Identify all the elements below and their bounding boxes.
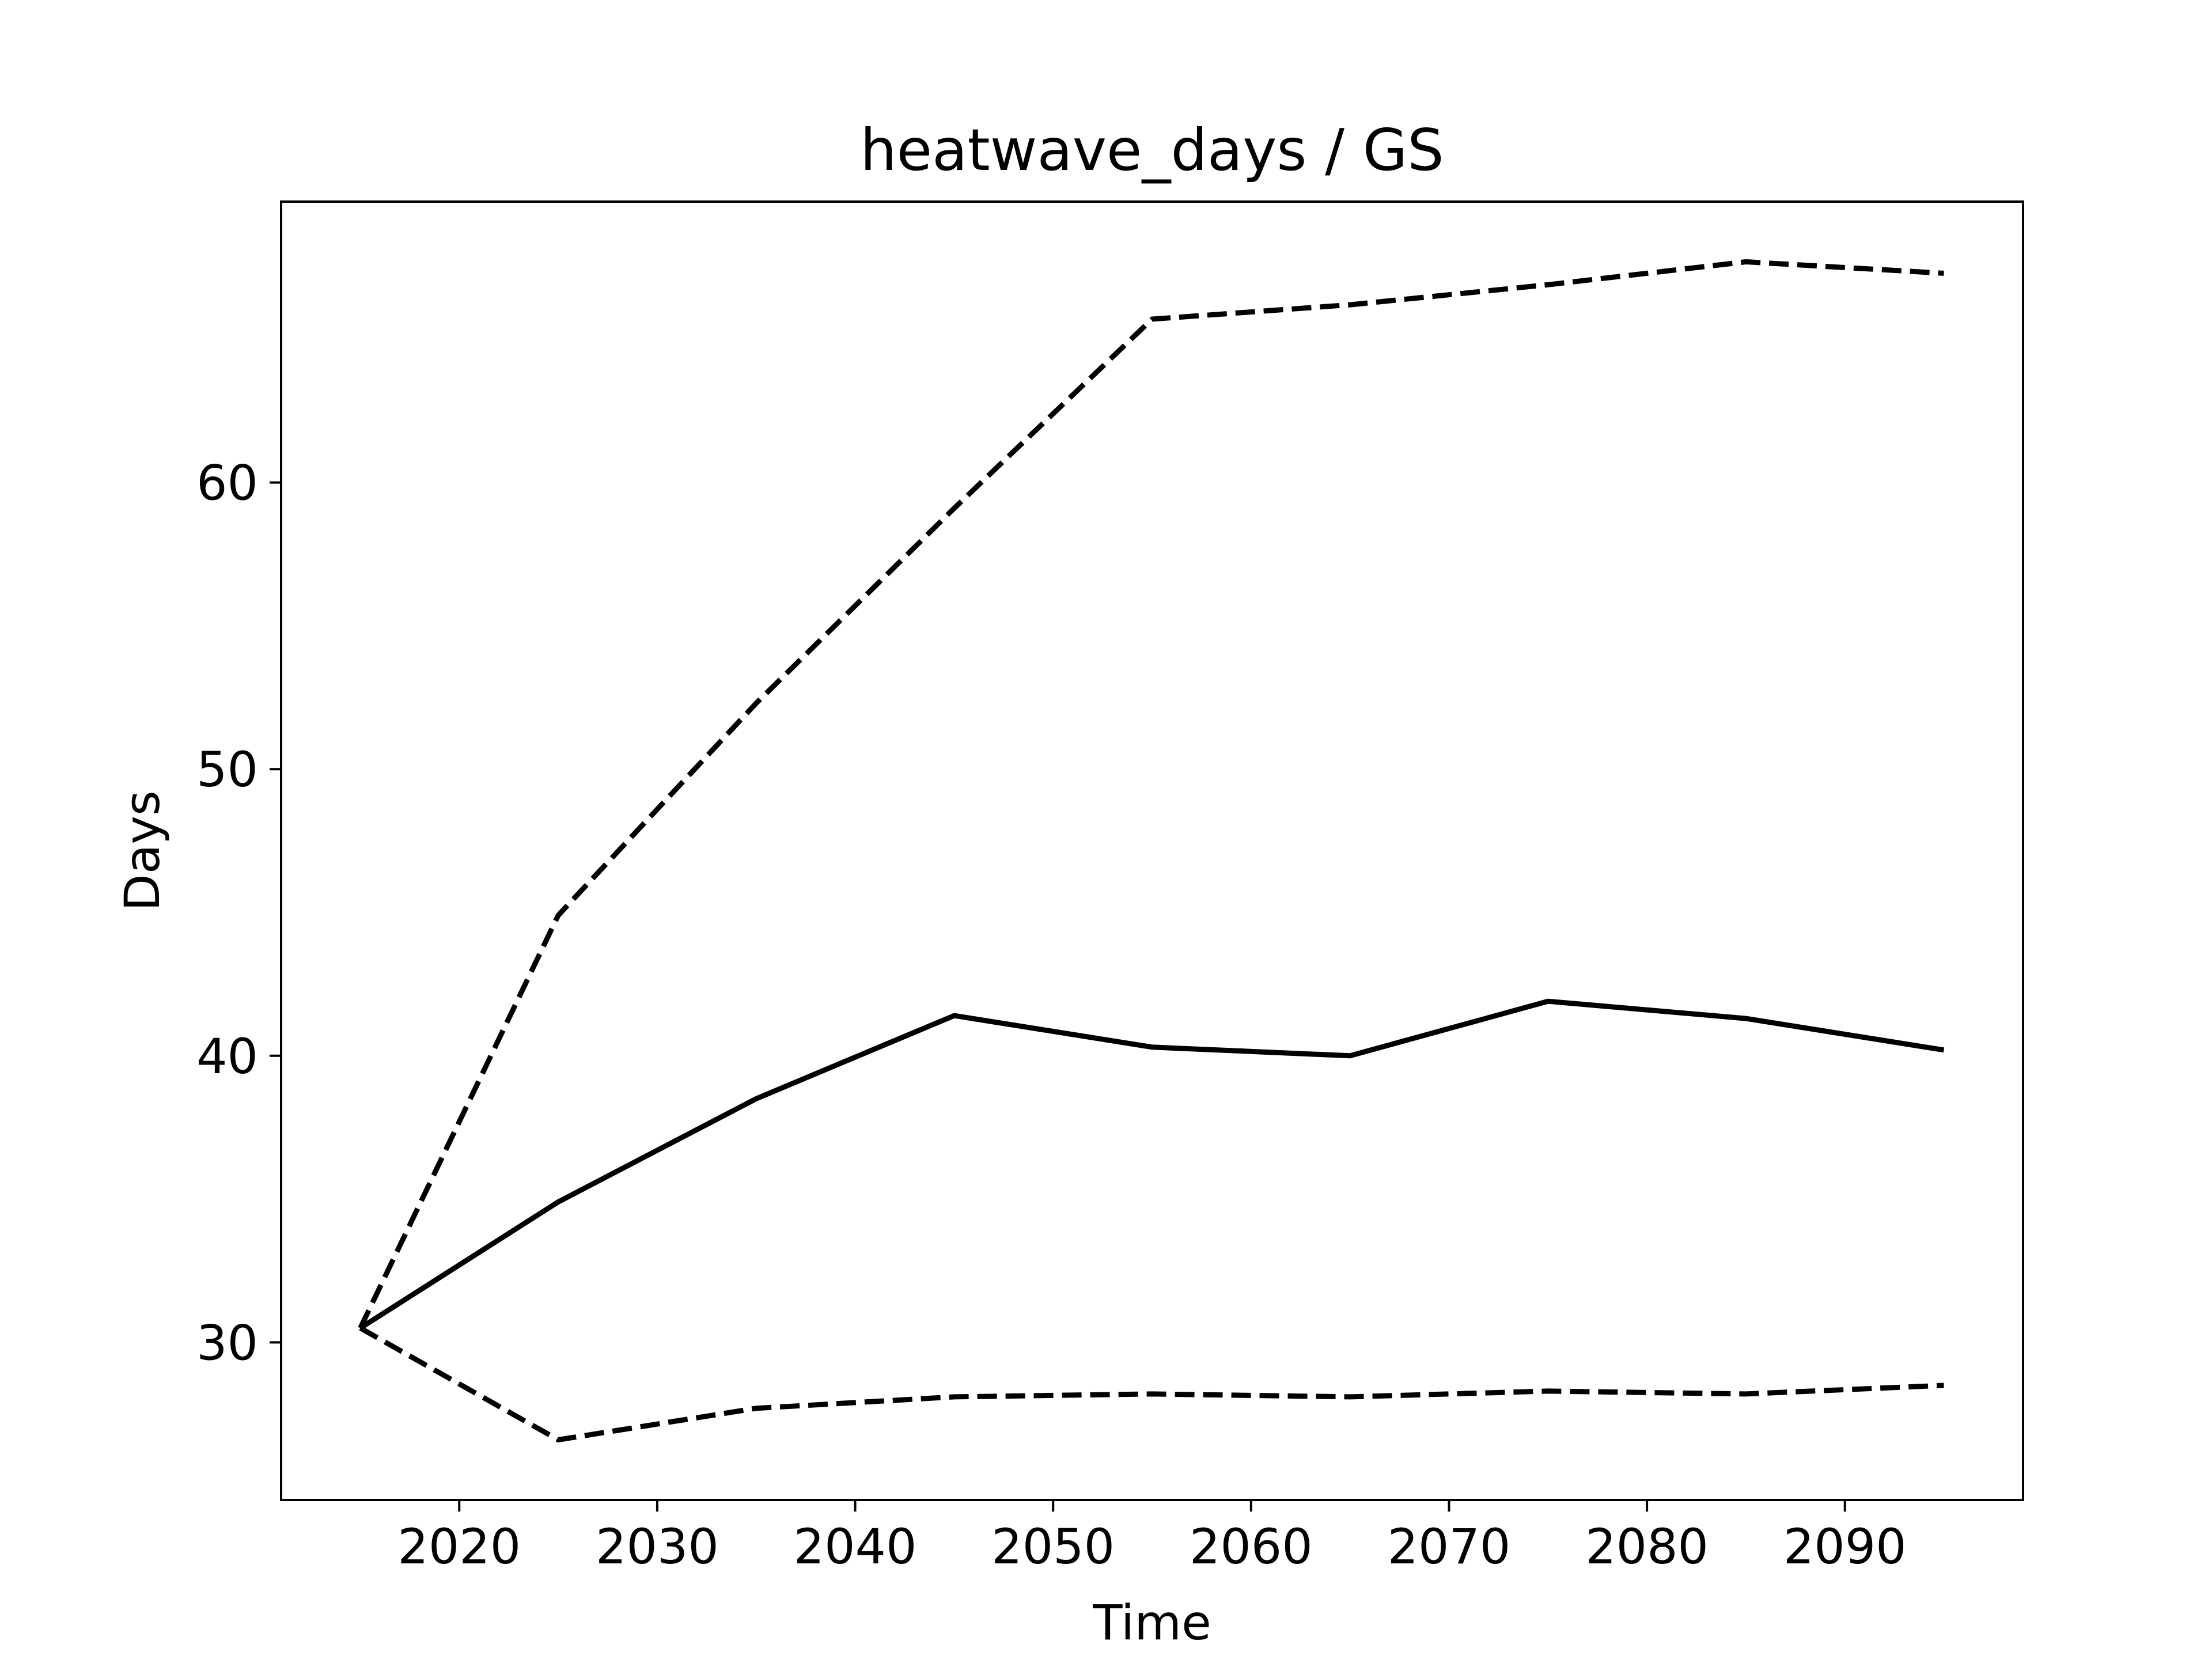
y-tick-label: 60 [196, 455, 258, 512]
x-axis-ticks: 2020 2030 2040 2050 2060 2070 2080 2090 [397, 1500, 1907, 1575]
x-axis-label: Time [1092, 1594, 1211, 1651]
plot-area-frame [280, 200, 2024, 1501]
x-tick-label: 2030 [596, 1518, 719, 1575]
x-tick-label: 2070 [1388, 1518, 1511, 1575]
upper-bound-series [358, 259, 1944, 1330]
y-axis-ticks: 30 40 50 60 [196, 455, 281, 1371]
x-tick-label: 2080 [1585, 1518, 1709, 1575]
x-tick-label: 2090 [1783, 1518, 1907, 1575]
series-layer [358, 259, 1945, 1442]
y-tick-label: 50 [196, 741, 258, 798]
x-tick-label: 2040 [794, 1518, 917, 1575]
median-series [359, 998, 1945, 1331]
lower-bound-series [359, 1325, 1944, 1442]
x-tick-label: 2060 [1190, 1518, 1313, 1575]
x-tick-label: 2020 [397, 1518, 521, 1575]
chart-title: heatwave_days / GS [860, 116, 1444, 184]
x-tick-label: 2050 [991, 1518, 1115, 1575]
y-axis-label: Days [114, 790, 171, 911]
y-tick-label: 40 [196, 1028, 258, 1085]
y-tick-label: 30 [196, 1315, 258, 1371]
